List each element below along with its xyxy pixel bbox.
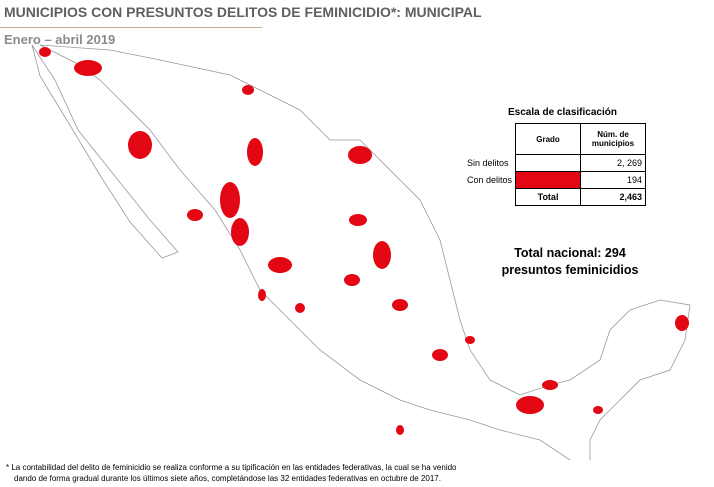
municipality xyxy=(432,349,448,361)
municipality xyxy=(396,425,404,435)
national-total: Total nacional: 294 presuntos feminicidi… xyxy=(470,245,670,279)
municipality xyxy=(258,289,266,301)
footnote-line: * La contabilidad del delito de feminici… xyxy=(6,463,457,472)
map xyxy=(31,44,691,460)
footnote-line: dando de forma gradual durante los últim… xyxy=(14,474,441,483)
row-label: Sin delitos xyxy=(467,158,509,168)
header-cell: Núm. de municipios xyxy=(580,123,647,155)
municipality xyxy=(187,209,203,221)
title: MUNICIPIOS CON PRESUNTOS DELITOS DE FEMI… xyxy=(4,4,482,20)
total-value: 2,463 xyxy=(580,188,647,206)
total-label: Total xyxy=(515,188,582,206)
municipality xyxy=(516,396,544,414)
municipality xyxy=(373,241,391,269)
municipality xyxy=(392,299,408,311)
header-cell: Grado xyxy=(515,123,582,155)
municipality xyxy=(344,274,360,286)
municipality xyxy=(593,406,603,414)
legend-table: Grado Núm. de municipios Sin delitos 2, … xyxy=(464,123,647,206)
title-rule xyxy=(0,27,262,28)
national-total-line: Total nacional: 294 xyxy=(514,246,626,260)
swatch-empty xyxy=(515,154,582,172)
municipality xyxy=(231,218,249,246)
subtitle: Enero – abril 2019 xyxy=(4,32,116,47)
municipality xyxy=(128,131,152,159)
municipality xyxy=(295,303,305,313)
row-label: Con delitos xyxy=(467,175,513,185)
municipality xyxy=(465,336,475,344)
municipality xyxy=(74,60,102,76)
municipality xyxy=(542,380,558,390)
national-total-line: presuntos feminicidios xyxy=(501,263,639,277)
swatch-red xyxy=(515,171,582,189)
municipality xyxy=(268,257,292,273)
municipality xyxy=(349,214,367,226)
municipality xyxy=(220,182,240,218)
municipality xyxy=(39,47,51,57)
count-cell: 194 xyxy=(580,171,647,189)
municipality xyxy=(348,146,372,164)
legend-title: Escala de clasificación xyxy=(508,107,617,118)
baja-peninsula xyxy=(31,44,179,259)
count-cell: 2, 269 xyxy=(580,154,647,172)
footnote: * La contabilidad del delito de feminici… xyxy=(6,462,457,484)
municipality xyxy=(242,85,254,95)
municipality xyxy=(247,138,263,166)
red-municipalities xyxy=(39,47,689,435)
municipality xyxy=(675,315,689,331)
